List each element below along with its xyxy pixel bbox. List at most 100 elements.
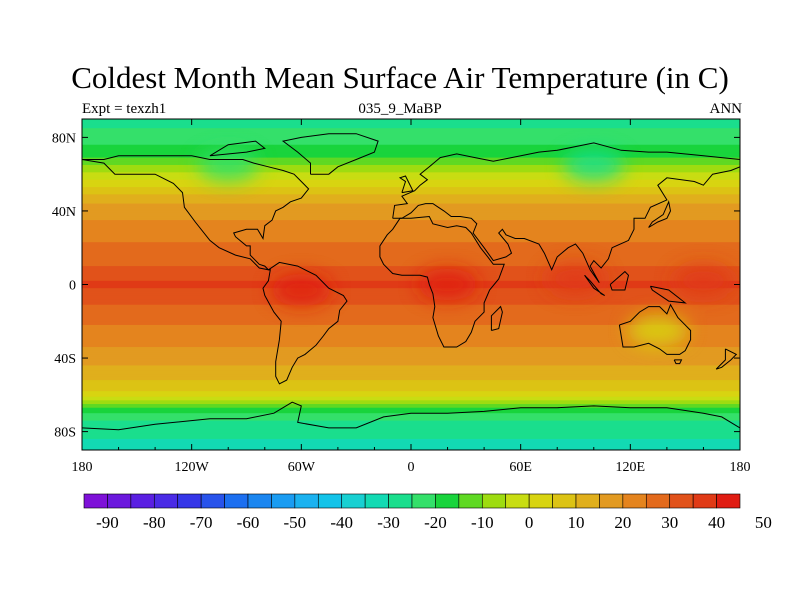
temperature-hotspot bbox=[563, 148, 624, 181]
temperature-band bbox=[82, 214, 740, 218]
temperature-band bbox=[82, 328, 740, 332]
temperature-band bbox=[82, 249, 740, 252]
temperature-band bbox=[82, 440, 740, 444]
colorbar-swatch bbox=[435, 493, 460, 509]
colorbar-label: 50 bbox=[755, 513, 772, 532]
temperature-band bbox=[82, 442, 740, 446]
temperature-band bbox=[82, 146, 740, 150]
coastline bbox=[379, 215, 505, 348]
temperature-band bbox=[82, 369, 740, 372]
temperature-band bbox=[82, 302, 740, 306]
temperature-band bbox=[82, 153, 740, 157]
temperature-band bbox=[82, 326, 740, 330]
temperature-band bbox=[82, 221, 740, 225]
x-tick-label: 60E bbox=[509, 460, 532, 475]
x-tick-label: 120W bbox=[175, 460, 210, 475]
temperature-band bbox=[82, 201, 740, 205]
temperature-band bbox=[82, 176, 740, 179]
colorbar-swatch bbox=[669, 493, 694, 509]
colorbar-swatch bbox=[247, 493, 272, 509]
temperature-band bbox=[82, 192, 740, 195]
temperature-band bbox=[82, 216, 740, 219]
temperature-band bbox=[82, 144, 740, 148]
temperature-band bbox=[82, 306, 740, 310]
temperature-band bbox=[82, 347, 740, 350]
temperature-band bbox=[82, 383, 740, 387]
temperature-band bbox=[82, 124, 740, 127]
coastline bbox=[715, 348, 738, 370]
colorbar-swatch bbox=[130, 493, 155, 509]
temperature-band bbox=[82, 310, 740, 313]
temperature-band bbox=[82, 385, 740, 389]
colorbar-label: -40 bbox=[330, 513, 353, 532]
temperature-band bbox=[82, 431, 740, 435]
temperature-band bbox=[82, 220, 740, 223]
temperature-band bbox=[82, 242, 740, 245]
colorbar-swatch bbox=[528, 493, 553, 509]
colorbar-swatch bbox=[317, 493, 343, 509]
temperature-band bbox=[82, 422, 740, 425]
temperature-band bbox=[82, 166, 740, 170]
coastline bbox=[209, 140, 266, 157]
temperature-band bbox=[82, 297, 740, 300]
temperature-band bbox=[82, 225, 740, 229]
colorbar-label: -60 bbox=[237, 513, 260, 532]
colorbar-label: 30 bbox=[661, 513, 678, 532]
temperature-hotspot bbox=[417, 268, 478, 301]
temperature-band bbox=[82, 332, 740, 335]
colorbar-label: -90 bbox=[96, 513, 119, 532]
temperature-band bbox=[82, 266, 740, 269]
coastline bbox=[609, 270, 630, 291]
coastline bbox=[618, 303, 692, 355]
temperature-band bbox=[82, 172, 740, 175]
temperature-band bbox=[82, 290, 740, 293]
temperature-band bbox=[82, 164, 740, 168]
colorbar-label: -50 bbox=[284, 513, 307, 532]
temperature-band bbox=[82, 187, 740, 190]
temperature-band bbox=[82, 404, 740, 407]
temperature-hotspot bbox=[627, 314, 688, 347]
temperature-band bbox=[82, 177, 740, 181]
temperature-band bbox=[82, 155, 740, 159]
temperature-hotspot bbox=[271, 274, 332, 307]
temperature-band bbox=[82, 370, 740, 374]
temperature-band bbox=[82, 420, 740, 424]
temperature-band bbox=[82, 319, 740, 322]
temperature-band bbox=[82, 424, 740, 427]
colorbar: -90 -80 -70 -60 -50 -40 -30 -20 -10 0 10 20 30 40 50 bbox=[83, 493, 772, 532]
temperature-band bbox=[82, 396, 740, 400]
temperature-band bbox=[82, 407, 740, 411]
temperature-band bbox=[82, 181, 740, 184]
temperature-band bbox=[82, 312, 740, 315]
temperature-band bbox=[82, 247, 740, 251]
colorbar-label: -70 bbox=[190, 513, 213, 532]
temperature-band bbox=[82, 405, 740, 409]
temperature-band bbox=[82, 291, 740, 295]
temperature-band bbox=[82, 438, 740, 442]
temperature-band bbox=[82, 402, 740, 405]
colorbar-swatch bbox=[341, 493, 366, 509]
temperature-band bbox=[82, 376, 740, 379]
temperature-band bbox=[82, 126, 740, 129]
temperature-band bbox=[82, 207, 740, 210]
temperature-band bbox=[82, 260, 740, 264]
coastline bbox=[649, 285, 687, 304]
temperature-band bbox=[82, 152, 740, 155]
y-tick-label: 40S bbox=[54, 352, 76, 367]
colorbar-swatch bbox=[224, 493, 249, 509]
x-tick-label: 120E bbox=[616, 460, 646, 475]
colorbar-label: 10 bbox=[568, 513, 585, 532]
map-axes: 180 120W 60W 0 60E 120E 180 80N 40N 0 40S 80S bbox=[52, 119, 751, 475]
colorbar-swatch bbox=[388, 493, 413, 509]
temperature-hotspot bbox=[673, 264, 734, 297]
season-label: ANN bbox=[709, 101, 743, 117]
temperature-band bbox=[82, 238, 740, 241]
temperature-band bbox=[82, 293, 740, 297]
coastline bbox=[262, 261, 348, 385]
temperature-band bbox=[82, 317, 740, 321]
x-tick-label: 180 bbox=[72, 460, 93, 475]
temperature-band bbox=[82, 256, 740, 260]
temperature-band bbox=[82, 433, 740, 436]
coastline-overlay bbox=[82, 133, 740, 431]
temperature-band bbox=[82, 231, 740, 234]
